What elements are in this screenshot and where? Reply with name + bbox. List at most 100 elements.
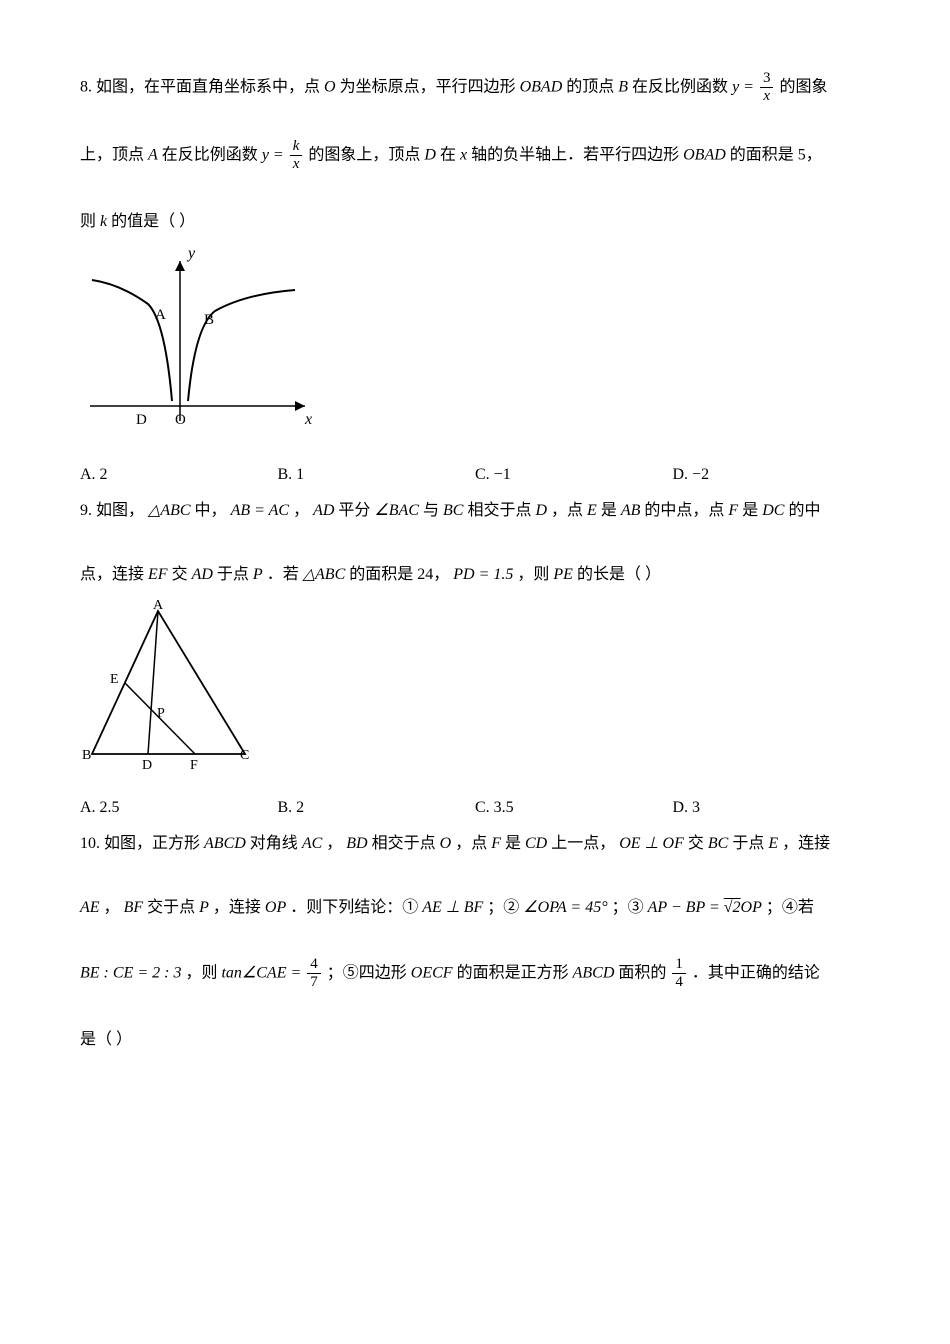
label-C: C [240, 748, 249, 763]
label-O: O [175, 412, 186, 428]
q8-text-7: 在反比例函数 [162, 147, 262, 164]
label-F: F [190, 758, 198, 773]
q8-number: 8. [80, 79, 96, 96]
question-10: 10. 如图，正方形 ABCD 对角线 AC ， BD 相交于点 O ，点 F … [80, 828, 870, 1056]
q9-t9: 的中点，点 [644, 502, 728, 519]
q10-t14: ．则下列结论：① [290, 899, 422, 916]
q10-number: 10. [80, 835, 104, 852]
q8-text-5: 的图象 [779, 79, 827, 96]
curve-left [92, 280, 172, 401]
q9-t2: 中， [195, 502, 227, 519]
q10-frac1-den: 7 [307, 974, 321, 991]
label-x: x [304, 411, 312, 428]
q10-t5: ，点 [455, 835, 491, 852]
q8-text-10: 轴的负半轴上．若平行四边形 [471, 147, 683, 164]
q10-t10: ，连接 [782, 835, 830, 852]
q8-text-2: 为坐标原点，平行四边形 [340, 79, 520, 96]
q10-t4: 相交于点 [372, 835, 440, 852]
q10-AE: AE [80, 899, 100, 916]
q8-frac1-den: x [760, 88, 774, 105]
q9-choice-D: D. 3 [673, 792, 871, 824]
q10-t22: ．其中正确的结论 [692, 965, 820, 982]
q10-t21: 面积的 [618, 965, 670, 982]
q10-frac1: 4 7 [307, 956, 321, 992]
q9-t1: 如图， [96, 502, 144, 519]
label-A: A [153, 599, 164, 613]
q8-text-12: 则 [80, 213, 100, 230]
q10-eq3a: AP − BP = [648, 899, 724, 916]
q9-E: E [587, 502, 597, 519]
q10-t11: ， [104, 899, 120, 916]
q10-P: P [199, 899, 209, 916]
q8-text-9: 在 [440, 147, 460, 164]
q8-A: A [148, 147, 158, 164]
q9-D: D [535, 502, 547, 519]
q10-t13: ，连接 [213, 899, 265, 916]
q10-frac2: 1 4 [672, 956, 686, 992]
q10-CD: CD [525, 835, 547, 852]
q10-ratio: BE : CE = 2 : 3 [80, 965, 181, 982]
curve-right [188, 290, 295, 401]
q10-eq3b: OP [741, 899, 762, 916]
q10-t23: 是（ ） [80, 1031, 132, 1048]
q10-t2: 对角线 [250, 835, 302, 852]
q8-choices: A. 2 B. 1 C. −1 D. −2 [80, 459, 870, 491]
q9-t3: ， [293, 502, 309, 519]
q9-t18: 的长是（ ） [577, 566, 661, 583]
q8-frac1: 3 x [760, 70, 774, 106]
q9-t10: 是 [742, 502, 762, 519]
q9-t13: 交 [172, 566, 192, 583]
q9-F: F [728, 502, 738, 519]
q8-text-3: 的顶点 [566, 79, 618, 96]
q10-t9: 于点 [732, 835, 768, 852]
label-B: B [204, 312, 214, 328]
q9-t6: 相交于点 [467, 502, 535, 519]
q8-OBAD2: OBAD [683, 147, 726, 164]
q9-triABC: △ABC [148, 502, 191, 519]
q8-D: D [424, 147, 436, 164]
q8-choice-C: C. −1 [475, 459, 673, 491]
q9-t4: 平分 [338, 502, 374, 519]
q10-frac2-num: 1 [672, 956, 686, 974]
q10-t6: 是 [505, 835, 525, 852]
q9-AD2: AD [192, 566, 213, 583]
q9-AB: AB [621, 502, 641, 519]
q8-choice-B: B. 1 [278, 459, 476, 491]
label-A: A [155, 307, 166, 323]
q10-t20: 的面积是正方形 [457, 965, 573, 982]
q8-text-6: 上，顶点 [80, 147, 148, 164]
q10-OP: OP [265, 899, 286, 916]
q10-E: E [768, 835, 778, 852]
q8-figure: y x O D A B [80, 246, 870, 453]
q10-t17: ；④若 [766, 899, 814, 916]
x-arrow [295, 401, 305, 411]
q10-O: O [440, 835, 452, 852]
q9-eq1: AB = AC [231, 502, 290, 519]
question-8: 8. 如图，在平面直角坐标系中，点 O 为坐标原点，平行四边形 OBAD 的顶点… [80, 70, 870, 238]
q9-angBAC: ∠BAC [374, 502, 419, 519]
q9-eq2: PD = 1.5 [453, 566, 513, 583]
q9-t7: ，点 [551, 502, 587, 519]
q8-text-1: 如图，在平面直角坐标系中，点 [96, 79, 324, 96]
q9-t11: 的中 [788, 502, 820, 519]
q10-BD: BD [346, 835, 367, 852]
q9-t8: 是 [601, 502, 621, 519]
q10-t16: ；③ [612, 899, 648, 916]
q10-t3: ， [326, 835, 342, 852]
q10-ang: ∠OPA = 45° [523, 899, 607, 916]
q9-t16: 的面积是 24， [349, 566, 449, 583]
q9-t12: 点，连接 [80, 566, 148, 583]
q8-frac1-num: 3 [760, 70, 774, 88]
q9-choice-B: B. 2 [278, 792, 476, 824]
label-B: B [82, 748, 91, 763]
label-y: y [186, 246, 196, 262]
q9-AD: AD [313, 502, 334, 519]
label-E: E [110, 672, 119, 687]
q10-t12: 交于点 [147, 899, 199, 916]
q10-ABCD: ABCD [204, 835, 246, 852]
q10-t15: ；② [487, 899, 523, 916]
q9-t17: ，则 [517, 566, 553, 583]
q10-t19: ；⑤四边形 [327, 965, 411, 982]
question-9: 9. 如图， △ABC 中， AB = AC ， AD 平分 ∠BAC 与 BC… [80, 495, 870, 591]
label-D: D [136, 412, 147, 428]
